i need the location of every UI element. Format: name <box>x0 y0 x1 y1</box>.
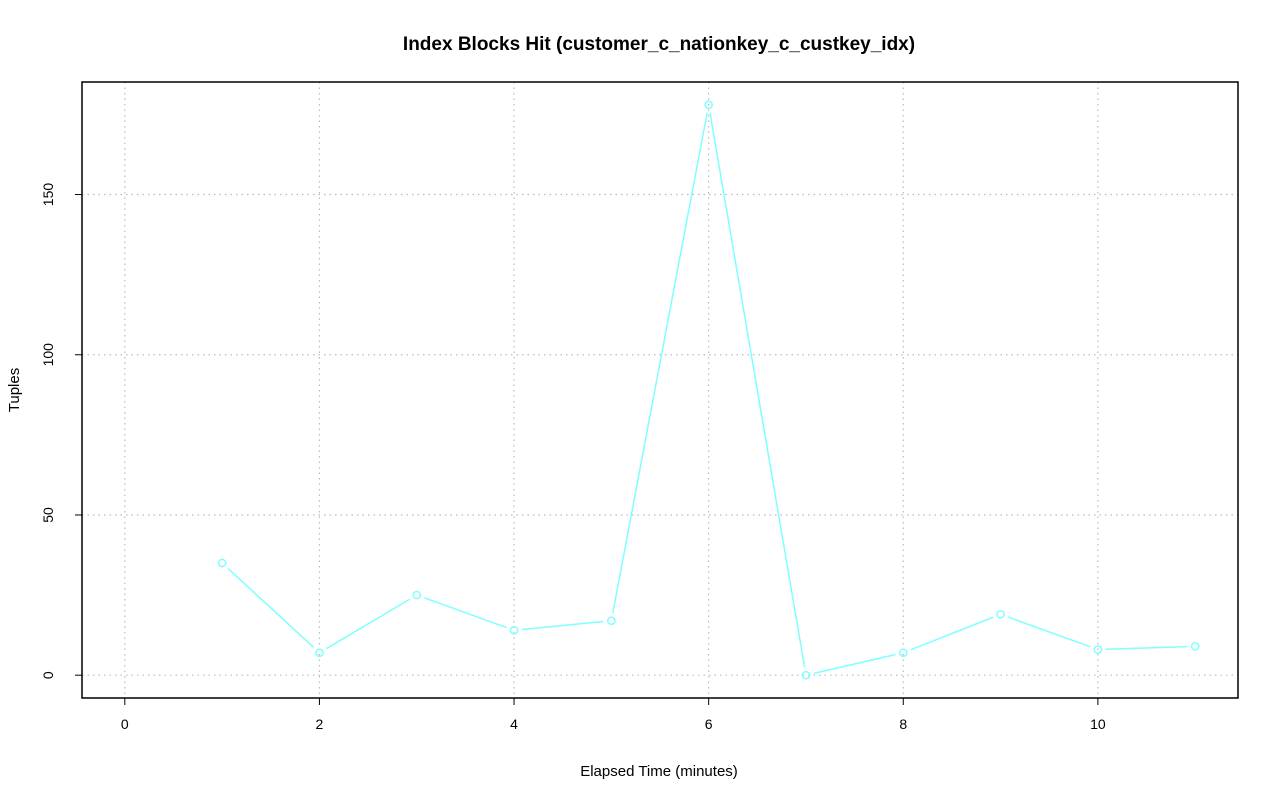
x-tick-label: 6 <box>705 716 713 732</box>
series-segment <box>424 597 507 629</box>
grid <box>82 82 1238 698</box>
data-point <box>996 609 1005 619</box>
series-segment <box>709 112 806 668</box>
data-point <box>801 670 811 680</box>
y-tick-label: 0 <box>40 671 56 679</box>
series-segment <box>813 653 896 675</box>
y-axis: 0 50 100 150 <box>40 183 82 679</box>
x-axis-label: Elapsed Time (minutes) <box>580 763 738 780</box>
y-tick-label: 150 <box>40 183 56 207</box>
data-point <box>412 590 422 600</box>
data-point <box>898 648 908 658</box>
chart-title: Index Blocks Hit (customer_c_nationkey_c… <box>403 34 915 55</box>
series-segment <box>227 567 315 648</box>
series-segment <box>1105 645 1188 651</box>
data-point <box>217 558 227 568</box>
x-tick-label: 0 <box>121 716 129 732</box>
y-tick-label: 100 <box>40 343 56 367</box>
series-segment <box>612 112 708 613</box>
series-segment <box>325 598 411 650</box>
data-point <box>509 625 519 635</box>
data-point <box>315 648 324 658</box>
plot-frame <box>81 81 1239 699</box>
series-segment <box>1007 616 1091 648</box>
data-point <box>1190 641 1200 651</box>
data-point <box>704 100 714 110</box>
x-tick-label: 8 <box>899 716 907 732</box>
y-tick-label: 50 <box>40 507 56 523</box>
x-tick-label: 10 <box>1090 716 1106 732</box>
x-tick-label: 4 <box>510 716 518 732</box>
y-axis-label: Tuples <box>6 368 23 412</box>
data-point <box>606 616 616 626</box>
x-tick-label: 2 <box>316 716 324 732</box>
data-point <box>1093 645 1103 654</box>
series-segment <box>521 620 604 631</box>
x-axis: 0 2 4 6 8 10 <box>121 697 1106 732</box>
series-segment <box>910 616 994 651</box>
series <box>217 100 1200 680</box>
